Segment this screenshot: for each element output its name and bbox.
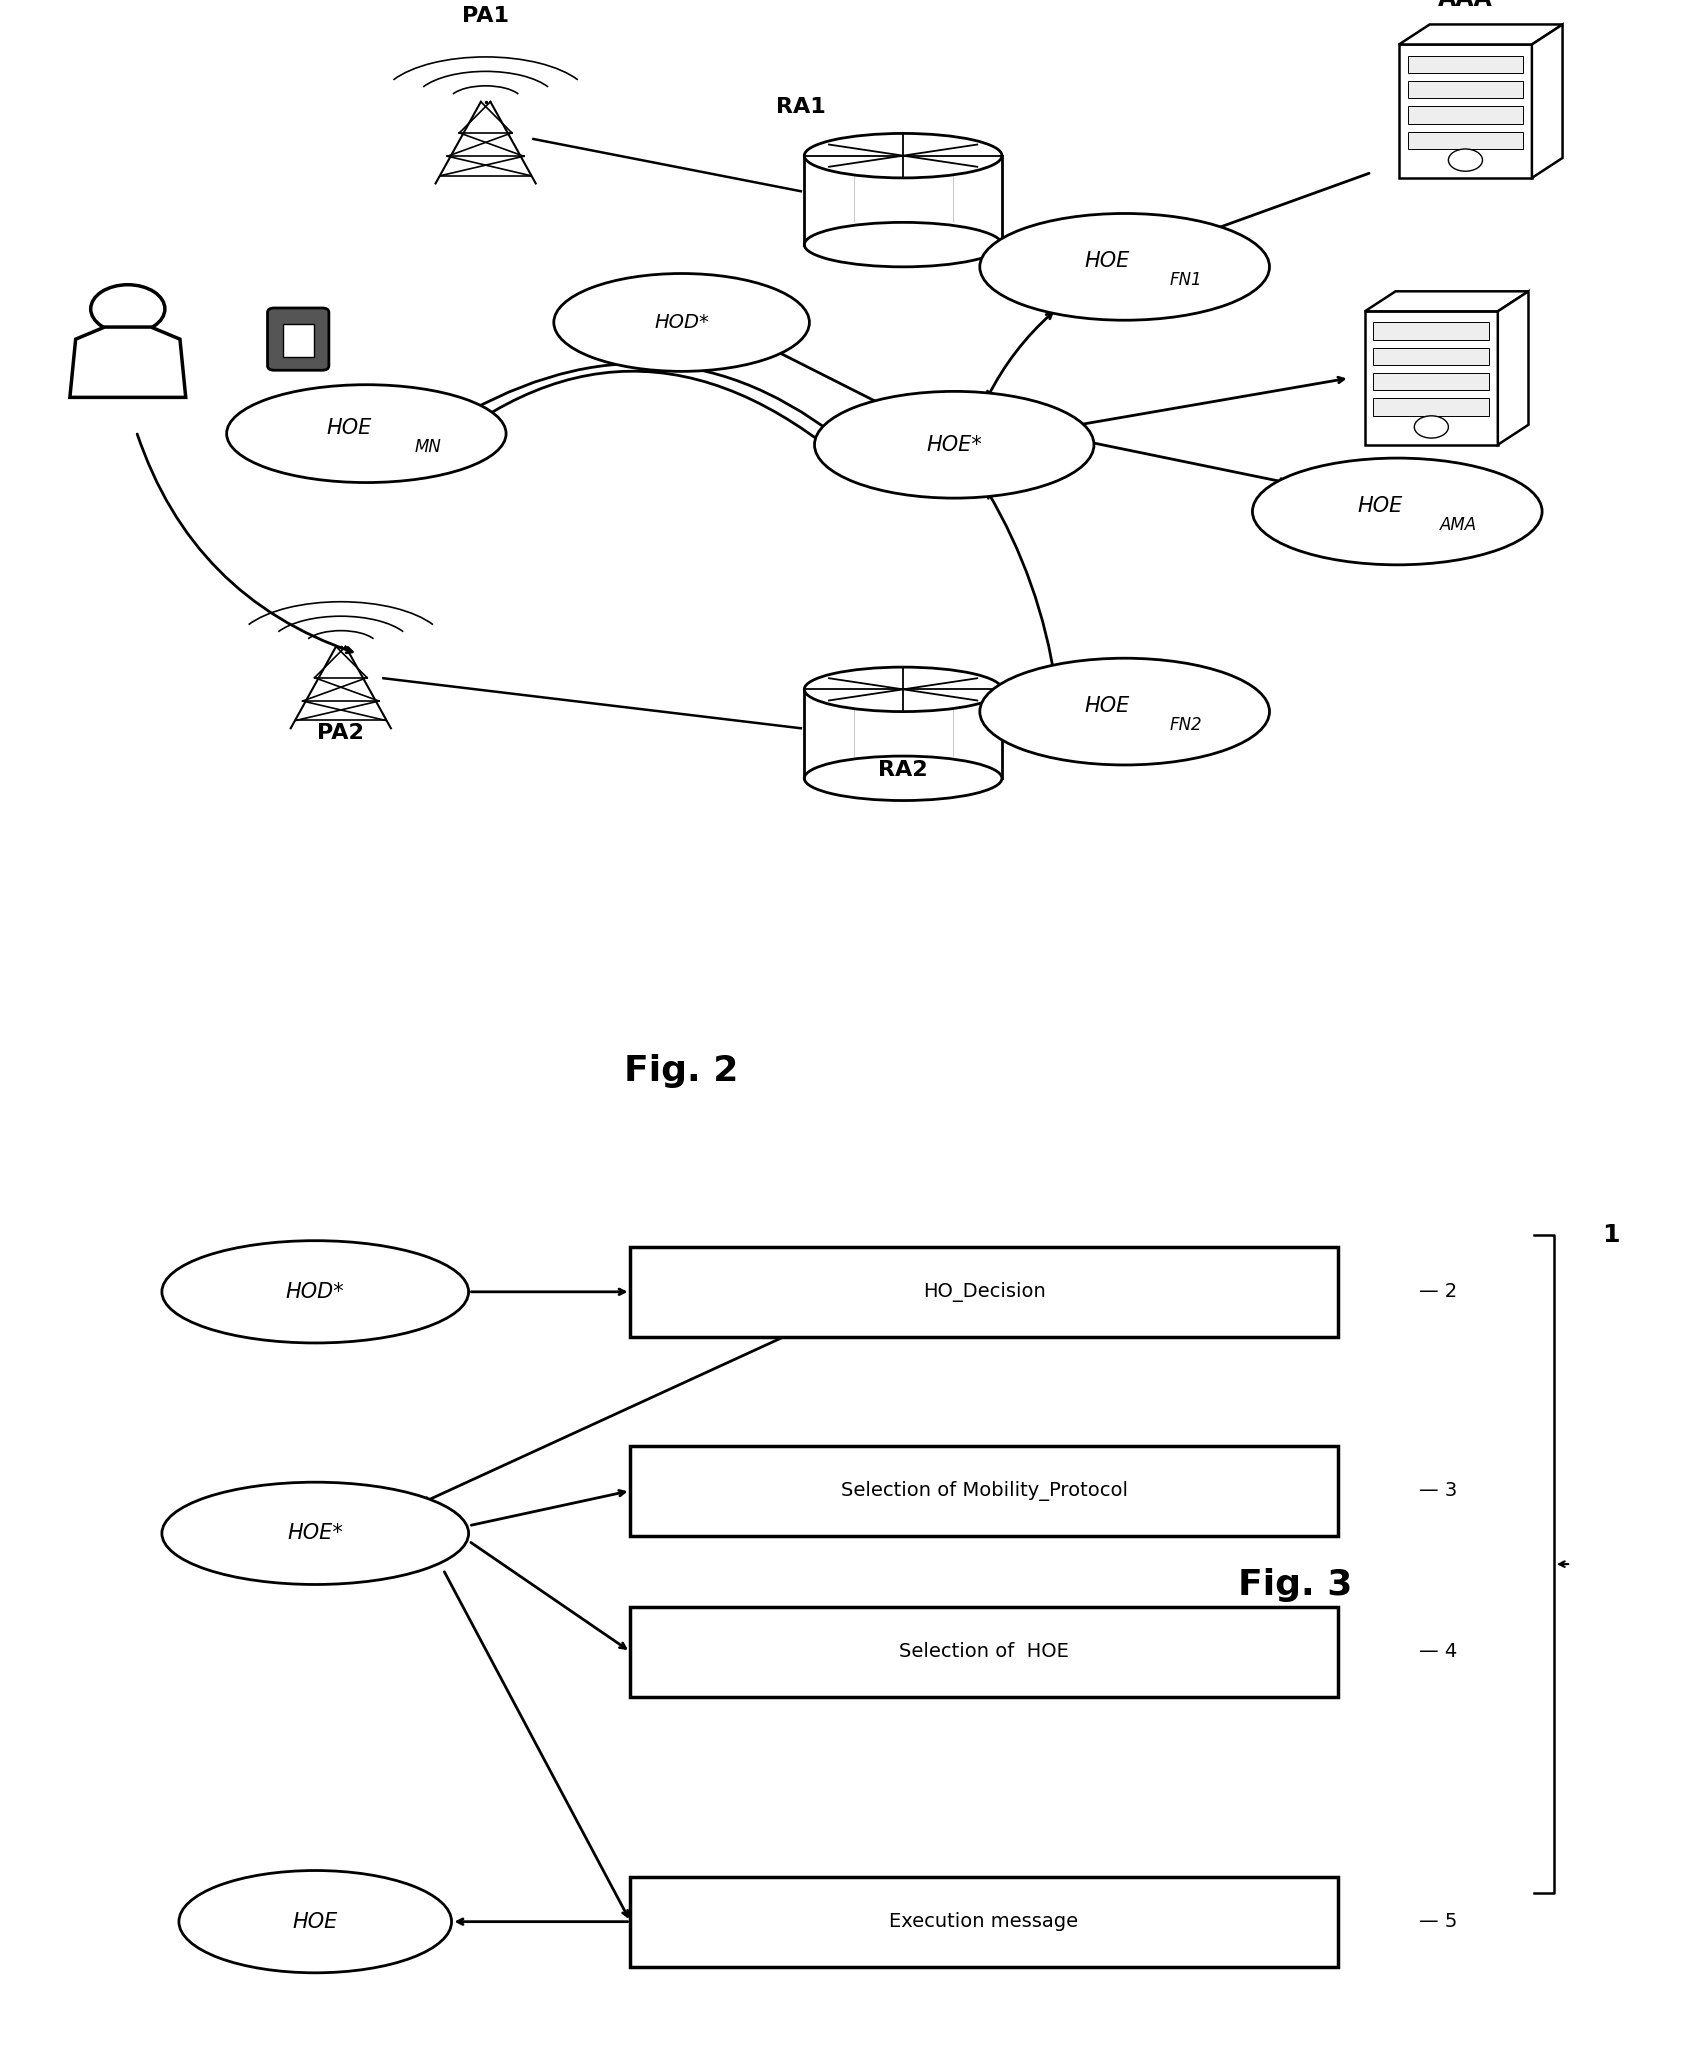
FancyBboxPatch shape	[1408, 132, 1523, 148]
Text: HOE: HOE	[327, 418, 371, 439]
FancyBboxPatch shape	[1408, 107, 1523, 124]
FancyBboxPatch shape	[283, 323, 314, 356]
Text: AMA: AMA	[1440, 517, 1477, 533]
Text: RA2: RA2	[878, 760, 929, 780]
Text: FN1: FN1	[1169, 272, 1203, 288]
Ellipse shape	[162, 1482, 469, 1585]
Text: RA1: RA1	[775, 97, 826, 117]
Text: Fig. 2: Fig. 2	[624, 1054, 740, 1087]
Ellipse shape	[815, 391, 1094, 498]
FancyBboxPatch shape	[1408, 56, 1523, 72]
Text: — 4: — 4	[1419, 1643, 1457, 1662]
Text: HOE: HOE	[1085, 251, 1130, 272]
FancyBboxPatch shape	[1373, 323, 1489, 340]
Text: AAA: AAA	[1438, 0, 1493, 10]
Ellipse shape	[804, 756, 1002, 801]
Polygon shape	[1399, 25, 1563, 45]
Text: HOE: HOE	[1358, 496, 1402, 517]
Ellipse shape	[980, 659, 1269, 766]
FancyBboxPatch shape	[1373, 348, 1489, 364]
FancyBboxPatch shape	[630, 1606, 1338, 1697]
Ellipse shape	[1252, 457, 1542, 564]
Text: PA1: PA1	[462, 6, 509, 27]
Polygon shape	[70, 327, 186, 397]
Text: Fig. 3: Fig. 3	[1237, 1567, 1353, 1602]
Text: — 2: — 2	[1419, 1283, 1457, 1301]
FancyBboxPatch shape	[1365, 311, 1498, 445]
Text: MN: MN	[414, 439, 441, 455]
Text: HOD*: HOD*	[286, 1283, 344, 1301]
Text: HOE*: HOE*	[927, 434, 982, 455]
Text: Selection of Mobility_Protocol: Selection of Mobility_Protocol	[840, 1480, 1128, 1501]
Ellipse shape	[227, 385, 506, 482]
Ellipse shape	[554, 274, 809, 371]
Text: HOE: HOE	[1085, 696, 1130, 717]
Text: HOD*: HOD*	[654, 313, 709, 331]
Text: 1: 1	[1602, 1223, 1619, 1248]
Ellipse shape	[162, 1242, 469, 1342]
FancyBboxPatch shape	[1408, 80, 1523, 99]
Ellipse shape	[179, 1870, 452, 1973]
FancyBboxPatch shape	[1373, 399, 1489, 416]
Polygon shape	[1365, 290, 1528, 311]
Circle shape	[1414, 416, 1448, 439]
Text: HOE: HOE	[293, 1911, 337, 1931]
Text: Execution message: Execution message	[889, 1913, 1079, 1931]
FancyBboxPatch shape	[1373, 373, 1489, 391]
Ellipse shape	[804, 222, 1002, 268]
Text: — 5: — 5	[1419, 1913, 1459, 1931]
Text: — 3: — 3	[1419, 1480, 1457, 1501]
Ellipse shape	[804, 134, 1002, 177]
Polygon shape	[1498, 290, 1528, 445]
FancyBboxPatch shape	[630, 1445, 1338, 1536]
Text: HOE*: HOE*	[288, 1524, 343, 1544]
Circle shape	[1448, 148, 1482, 171]
Ellipse shape	[804, 667, 1002, 712]
FancyBboxPatch shape	[1399, 45, 1532, 177]
Polygon shape	[1532, 25, 1563, 177]
Text: FN2: FN2	[1169, 717, 1203, 733]
Text: HO_Decision: HO_Decision	[922, 1283, 1046, 1301]
Text: PA2: PA2	[317, 723, 365, 743]
FancyBboxPatch shape	[630, 1248, 1338, 1336]
FancyBboxPatch shape	[268, 309, 329, 371]
Ellipse shape	[980, 214, 1269, 321]
Text: Selection of  HOE: Selection of HOE	[900, 1643, 1068, 1662]
Circle shape	[90, 284, 165, 334]
FancyBboxPatch shape	[630, 1876, 1338, 1966]
